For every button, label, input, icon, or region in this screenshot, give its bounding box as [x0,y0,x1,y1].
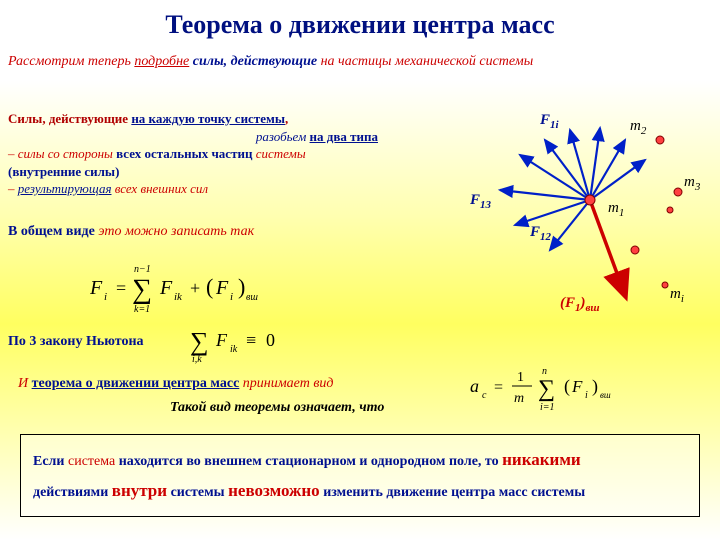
formula-sum-zero: ∑ i,k F⃗ ik ≡ 0 [190,320,310,364]
lbl-f13: F13 [470,192,491,211]
intro-b: подробне [134,54,189,69]
lbl-mi: mi [670,286,684,305]
c-e: действиями [33,485,112,500]
svg-text:i=1: i=1 [540,402,555,413]
svg-text:+: + [190,278,200,298]
lbl-m3: m3 [684,174,700,193]
general-line: В общем виде это можно записать так [8,224,254,240]
svg-text:i: i [104,291,107,303]
l4: (внутренние силы) [8,163,438,181]
c-f: внутри [112,481,167,500]
svg-text:): ) [238,274,245,299]
c-c: находится во внешнем стационарном и одно… [115,454,502,469]
lbl-fvn: (F1)вш [560,295,600,314]
svg-text:вш: вш [600,390,611,400]
l3c: системы [252,146,305,161]
lbl-m2: m2 [630,118,646,137]
l5a: – [8,181,18,196]
l5b: результирующая [18,181,112,196]
l2-pre: разобьем [256,129,310,144]
intro-c: силы, действующие [189,54,320,69]
left-block: Силы, действующие на каждую точку систем… [8,110,438,198]
th-b: теорема о движении центра масс [32,376,240,391]
svg-text:i,k: i,k [192,354,202,364]
l1b: на каждую точку системы [131,111,285,126]
svg-text:ik: ik [174,291,183,303]
svg-text:0: 0 [266,330,275,350]
l1c: , [285,111,288,126]
svg-text:c: c [482,390,487,401]
c-h: невозможно [228,481,320,500]
svg-text:i: i [585,390,588,401]
c-i: изменить движение центра масс системы [320,485,586,500]
c-d: никакими [502,450,581,469]
l2-u: на два типа [310,129,378,144]
slide-title: Теорема о движении центра масс [0,0,720,40]
svg-text:=: = [116,278,126,298]
lbl-m1: m1 [608,200,624,219]
lbl-f1i: F1i [540,112,559,131]
c-b: система [68,454,115,469]
intro-d: на частицы механической системы [321,54,534,69]
theorem-line: И теорема о движении центра масс принима… [18,376,333,392]
th-a: И [18,376,32,391]
svg-text:(: ( [206,274,213,299]
svg-text:=: = [494,379,503,396]
newton-line: По 3 закону Ньютона [8,334,144,350]
c-a: Если [33,454,68,469]
svg-text:1: 1 [517,370,524,385]
l1a: Силы, действующие [8,111,131,126]
meaning-line: Такой вид теоремы означает, что [170,400,384,416]
formula-fi: F⃗ i = n−1 ∑ k=1 F⃗ ik + ( F⃗ i ) вш [90,258,290,316]
svg-text:∑: ∑ [190,327,209,356]
force-diagram: F1i F13 F12 m1 m2 m3 mi (F1)вш [430,100,710,330]
l3b: всех остальных частиц [116,146,252,161]
intro-line: Рассмотрим теперь подробне силы, действу… [8,54,712,70]
svg-text:): ) [592,376,598,397]
svg-text:≡: ≡ [246,330,256,350]
conclusion-box: Если система находится во внешнем стацио… [20,434,700,517]
lbl-f12: F12 [530,224,551,243]
l5c: всех внешних сил [112,181,209,196]
gen-b: это можно записать так [98,224,254,239]
svg-text:∑: ∑ [132,274,152,305]
svg-text:(: ( [564,376,570,397]
c-g: системы [167,485,228,500]
l3a: – силы со стороны [8,146,116,161]
svg-text:∑: ∑ [538,376,555,402]
svg-text:вш: вш [246,292,258,303]
formula-ac: a⃗ c = 1 m n ∑ i=1 ( F⃗ i ) вш [470,360,650,414]
svg-text:ik: ik [230,344,238,355]
svg-text:m: m [514,391,524,406]
svg-text:i: i [230,291,233,303]
th-c: принимает вид [239,376,333,391]
svg-text:k=1: k=1 [134,304,150,315]
intro-a: Рассмотрим теперь [8,54,134,69]
gen-a: В общем виде [8,224,98,239]
